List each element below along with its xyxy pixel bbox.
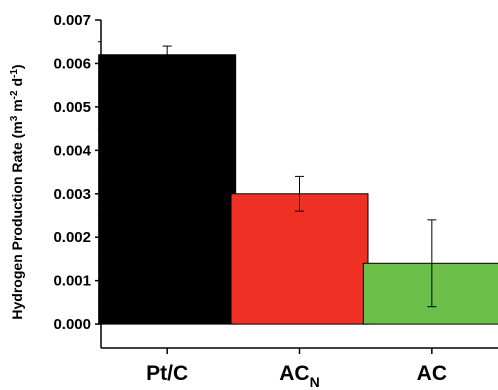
y-tick-label: 0.000 bbox=[53, 316, 91, 333]
bars bbox=[98, 54, 498, 325]
y-tick-label: 0.002 bbox=[53, 229, 91, 246]
y-tick-label: 0.004 bbox=[53, 142, 91, 159]
y-ticks: 0.000 0.001 0.002 0.003 0.004 0.005 0.006 0.007 bbox=[53, 12, 101, 333]
x-tick-label: Pt/C bbox=[146, 362, 188, 385]
x-tick-label: AC bbox=[417, 362, 447, 385]
bar-1 bbox=[98, 54, 237, 325]
error-bars bbox=[162, 45, 437, 308]
x-tick-labels: Pt/C ACN AC bbox=[146, 348, 447, 390]
x-tick-label: ACN bbox=[279, 362, 319, 390]
bar-3 bbox=[362, 262, 498, 325]
y-tick-label: 0.006 bbox=[53, 55, 91, 72]
y-tick-label: 0.007 bbox=[53, 12, 91, 29]
bar-2 bbox=[230, 193, 369, 325]
y-tick-label: 0.001 bbox=[53, 273, 91, 290]
y-axis-label: Hydrogen Production Rate (m3 m-2 d-1) bbox=[9, 64, 25, 319]
y-tick-label: 0.005 bbox=[53, 99, 91, 116]
y-tick-label: 0.003 bbox=[53, 186, 91, 203]
